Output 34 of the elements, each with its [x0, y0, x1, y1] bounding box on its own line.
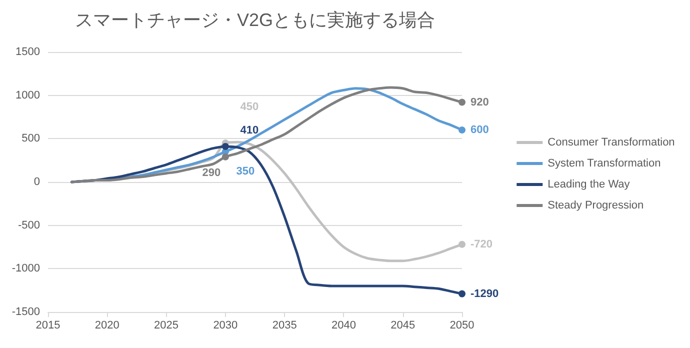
data-label: 450 [240, 101, 259, 113]
data-label: -1290 [470, 288, 499, 300]
y-tick-label: 0 [34, 176, 40, 188]
x-tick-label: 2020 [94, 320, 120, 332]
x-tick-label: 2050 [450, 320, 474, 332]
legend-label: Consumer Transformation [548, 136, 675, 148]
x-tick-label: 2030 [213, 320, 238, 332]
y-tick-label: 1000 [16, 89, 40, 102]
data-label: 290 [202, 166, 221, 179]
data-label: -720 [470, 238, 493, 250]
x-tick-label: 2045 [390, 320, 416, 332]
legend-label: System Transformation [548, 158, 661, 170]
legend-label: Steady Progression [548, 200, 644, 212]
x-tick-label: 2025 [154, 320, 179, 332]
y-tick-label: -1500 [12, 306, 40, 318]
legend-label: Leading the Way [548, 178, 630, 190]
point [458, 98, 466, 106]
data-label: 410 [240, 124, 259, 136]
point [222, 142, 229, 150]
y-tick-label: -500 [18, 219, 40, 232]
point [458, 126, 466, 134]
x-tick-label: 2015 [36, 320, 60, 332]
point [222, 153, 229, 160]
y-tick-label: 1500 [16, 46, 40, 58]
data-label: 600 [470, 124, 489, 136]
data-label: 920 [470, 96, 489, 108]
point [458, 290, 466, 298]
chart-title: スマートチャージ・V2Gともに実施する場合 [74, 10, 436, 30]
y-tick-label: -1000 [12, 262, 40, 275]
x-tick-label: 2040 [331, 320, 356, 332]
point [458, 240, 466, 248]
data-label: 350 [236, 166, 255, 178]
x-tick-label: 2035 [272, 320, 297, 332]
y-tick-label: 500 [22, 132, 40, 145]
